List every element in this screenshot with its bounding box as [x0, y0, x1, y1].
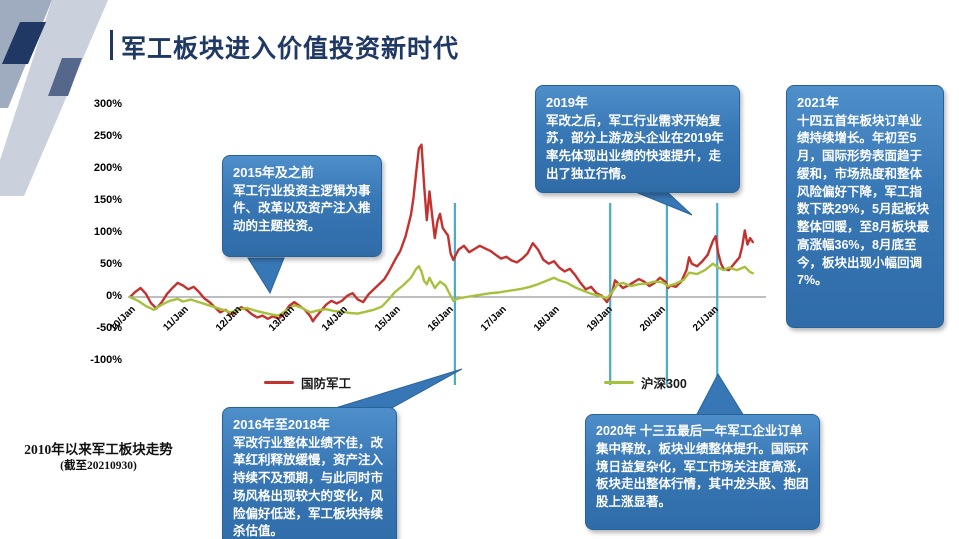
- callout-2019: 2019年 军改之后，军工行业需求开始复苏，部分上游龙头企业在2019年率先体现…: [535, 85, 740, 193]
- corner-band-navy: [2, 22, 46, 64]
- callout-body: 军工行业投资主逻辑为事件、改革以及资产注入推动的主题投资。: [233, 183, 371, 234]
- y-tick-label: -100%: [90, 354, 122, 366]
- callout-title: 2016年至2018年: [233, 417, 330, 432]
- callout-body: 2020年 十三五最后一年军工企业订单集中释放，板块业绩整体提升。国际环境日益复…: [596, 423, 809, 512]
- page-title: 军工板块进入价值投资新时代: [121, 35, 460, 63]
- corner-band-slate: [48, 58, 82, 96]
- corner-decoration: [0, 0, 108, 196]
- callout-body: 军改行业整体业绩不佳，改革红利释放缓慢，资产注入持续不及预期，与此同时市场风格出…: [233, 435, 384, 539]
- y-tick-label: 0%: [106, 290, 122, 302]
- corner-band-light: [0, 0, 108, 196]
- callout-2020: 2020年 十三五最后一年军工企业订单集中释放，板块业绩整体提升。国际环境日益复…: [585, 414, 820, 530]
- title-accent-bar: [110, 30, 113, 60]
- callout-body: 军改之后，军工行业需求开始复苏，部分上游龙头企业在2019年率先体现出业绩的快速…: [546, 113, 724, 181]
- defense-line-swatch: [264, 380, 294, 385]
- callout-title: 2019年: [546, 95, 588, 110]
- callout-title: 2015年及之前: [233, 165, 314, 180]
- y-tick-label: 100%: [93, 226, 122, 238]
- y-tick-label: 250%: [93, 130, 122, 142]
- caption-line2: (截至20210930): [60, 459, 137, 472]
- callout-pointer-2015: [247, 257, 285, 295]
- callout-title: 2021年: [797, 95, 839, 110]
- callout-pointer-2019: [627, 188, 693, 216]
- legend-item-defense: 国防军工: [264, 373, 351, 392]
- y-tick-label: 300%: [93, 98, 122, 110]
- y-tick-label: 200%: [93, 162, 122, 174]
- csi300-series-line: [128, 262, 754, 317]
- legend-item-csi300: 沪深300: [604, 373, 687, 392]
- callout-2015: 2015年及之前 军工行业投资主逻辑为事件、改革以及资产注入推动的主题投资。: [222, 155, 382, 257]
- legend-label-defense: 国防军工: [301, 377, 352, 391]
- legend-label-csi300: 沪深300: [641, 377, 687, 391]
- callout-pointer-2020: [695, 372, 745, 417]
- caption-line1: 2010年以来军工板块走势: [24, 442, 173, 457]
- callout-title: 2020年: [596, 424, 637, 438]
- csi300-line-swatch: [604, 380, 634, 385]
- callout-body: 十四五首年板块订单业绩持续增长。年初至5月，国际形势表面趋于缓和，市场热度和整体…: [797, 113, 929, 288]
- chart-caption: 2010年以来军工板块走势 (截至20210930): [16, 441, 181, 473]
- y-tick-label: -50%: [96, 322, 122, 334]
- y-tick-label: 150%: [93, 194, 122, 206]
- callout-pointer-2016-2018: [331, 368, 463, 410]
- callout-2021: 2021年 十四五首年板块订单业绩持续增长。年初至5月，国际形势表面趋于缓和，市…: [786, 85, 944, 328]
- callout-body-text: 十三五最后一年军工企业订单集中释放，板块业绩整体提升。国际环境日益复杂化，军工市…: [596, 424, 809, 509]
- callout-2016-2018: 2016年至2018年 军改行业整体业绩不佳，改革红利释放缓慢，资产注入持续不及…: [222, 407, 397, 539]
- y-tick-label: 50%: [99, 258, 122, 270]
